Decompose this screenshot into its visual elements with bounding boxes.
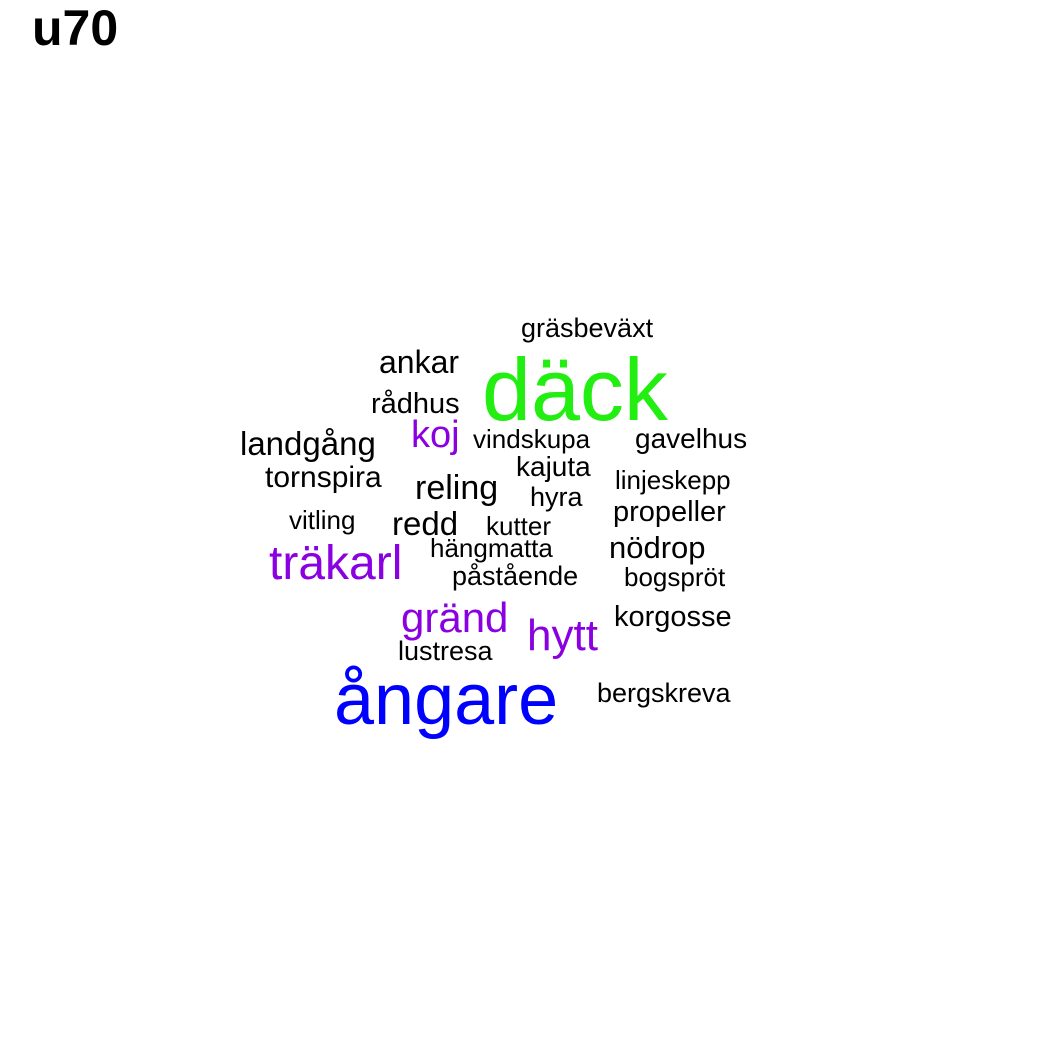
word-ankar: ankar [379, 344, 460, 380]
word-vindskupa: vindskupa [473, 424, 591, 454]
word-koj: koj [411, 414, 460, 456]
word-linjeskepp: linjeskepp [615, 465, 731, 495]
word-vitling: vitling [289, 505, 356, 535]
word-gavelhus: gavelhus [635, 423, 748, 454]
word-hangmatta: hängmatta [430, 533, 553, 563]
word-dack: däck [482, 340, 668, 439]
word-landgang: landgång [240, 425, 376, 462]
word-hyra: hyra [530, 482, 583, 512]
word-hytt: hytt [527, 611, 598, 660]
word-radhus: rådhus [371, 388, 460, 420]
word-trakarl: träkarl [269, 537, 403, 590]
word-reling: reling [415, 469, 499, 507]
word-kajuta: kajuta [516, 451, 591, 482]
word-nodrop: nödrop [609, 530, 706, 565]
word-lustresa: lustresa [398, 636, 493, 666]
word-grasbevaxt: gräsbeväxt [521, 313, 654, 343]
word-bogsprot: bogspröt [624, 562, 726, 592]
word-kutter: kutter [486, 511, 552, 541]
word-korgosse: korgosse [614, 601, 732, 633]
word-propeller: propeller [613, 496, 726, 528]
word-bergskreva: bergskreva [597, 678, 731, 708]
word-tornspira: tornspira [265, 461, 382, 494]
word-grand: gränd [401, 594, 509, 641]
word-angare: ångare [334, 660, 559, 740]
page-title: u70 [32, 0, 119, 56]
word-redd: redd [392, 505, 459, 542]
word-pastaende: påstående [452, 561, 579, 591]
